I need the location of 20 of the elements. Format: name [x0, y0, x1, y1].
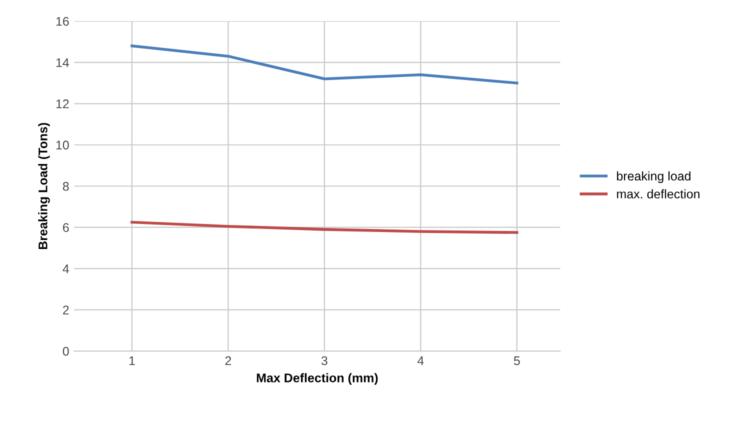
y-tick-label: 14	[56, 58, 69, 67]
y-tick-label: 0	[62, 346, 69, 356]
legend-label: breaking load	[616, 171, 690, 183]
line-series	[130, 220, 518, 234]
x-tick-label: 2	[225, 356, 232, 366]
y-tick-label: 10	[56, 140, 69, 150]
y-tick-label: 6	[63, 223, 69, 232]
y-tick-label: 16	[56, 16, 69, 26]
y-axis-title: Breaking Load (Tons)	[38, 122, 50, 250]
x-tick-label: 4	[417, 356, 424, 366]
line-series	[130, 44, 518, 84]
legend-label: max. deflection	[617, 189, 700, 198]
x-tick-label: 5	[514, 356, 520, 366]
x-axis-title: Max Deflection (mm)	[256, 373, 378, 385]
x-tick-label: 1	[129, 356, 135, 366]
y-tick-label: 2	[63, 306, 69, 314]
y-tick-label: 12	[56, 99, 69, 108]
x-tick-label: 3	[321, 356, 328, 366]
y-tick-label: 8	[62, 182, 69, 191]
y-tick-label: 4	[62, 264, 69, 274]
